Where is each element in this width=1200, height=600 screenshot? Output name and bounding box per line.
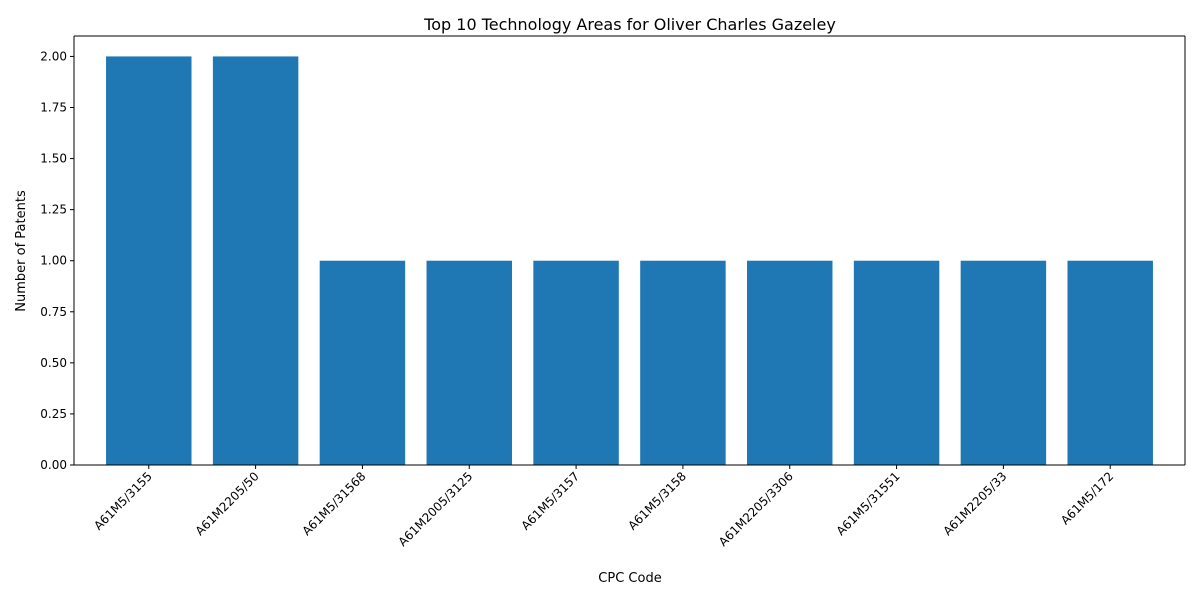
- y-tick-label-1: 0.25: [40, 407, 67, 421]
- x-tick-label-1: A61M2205/50: [193, 469, 262, 538]
- x-tick-label-5: A61M5/3158: [625, 469, 689, 533]
- x-tick-label-7: A61M5/31551: [834, 469, 903, 538]
- y-axis-label: Number of Patents: [14, 190, 29, 312]
- bar-0: [106, 56, 191, 465]
- x-tick-label-6: A61M2205/3306: [716, 469, 796, 549]
- y-tick-label-0: 0.00: [40, 458, 67, 472]
- y-tick-label-8: 2.00: [40, 49, 67, 63]
- x-tick-label-2: A61M5/31568: [299, 469, 368, 538]
- x-tick-label-4: A61M5/3157: [519, 469, 583, 533]
- bar-7: [854, 261, 939, 465]
- y-tick-label-2: 0.50: [40, 356, 67, 370]
- y-tick-label-4: 1.00: [40, 254, 67, 268]
- x-tick-label-3: A61M2005/3125: [396, 469, 476, 549]
- y-tick-label-7: 1.75: [40, 101, 67, 115]
- x-axis: A61M5/3155 A61M2205/50 A61M5/31568 A61M2005…: [91, 465, 1116, 549]
- bar-8: [961, 261, 1046, 465]
- y-tick-label-5: 1.25: [40, 203, 67, 217]
- bar-3: [427, 261, 512, 465]
- x-axis-label: CPC Code: [598, 571, 661, 586]
- x-tick-label-0: A61M5/3155: [91, 469, 155, 533]
- x-tick-label-9: A61M5/172: [1058, 469, 1116, 527]
- bar-5: [640, 261, 725, 465]
- bar-1: [213, 56, 298, 465]
- y-tick-label-6: 1.50: [40, 152, 67, 166]
- chart-title: Top 10 Technology Areas for Oliver Charl…: [423, 15, 836, 34]
- bar-6: [747, 261, 832, 465]
- bars-group: [106, 56, 1153, 465]
- bar-9: [1067, 261, 1152, 465]
- x-tick-label-8: A61M2205/33: [940, 469, 1009, 538]
- y-tick-label-3: 0.75: [40, 305, 67, 319]
- bar-4: [533, 261, 618, 465]
- bar-2: [320, 261, 405, 465]
